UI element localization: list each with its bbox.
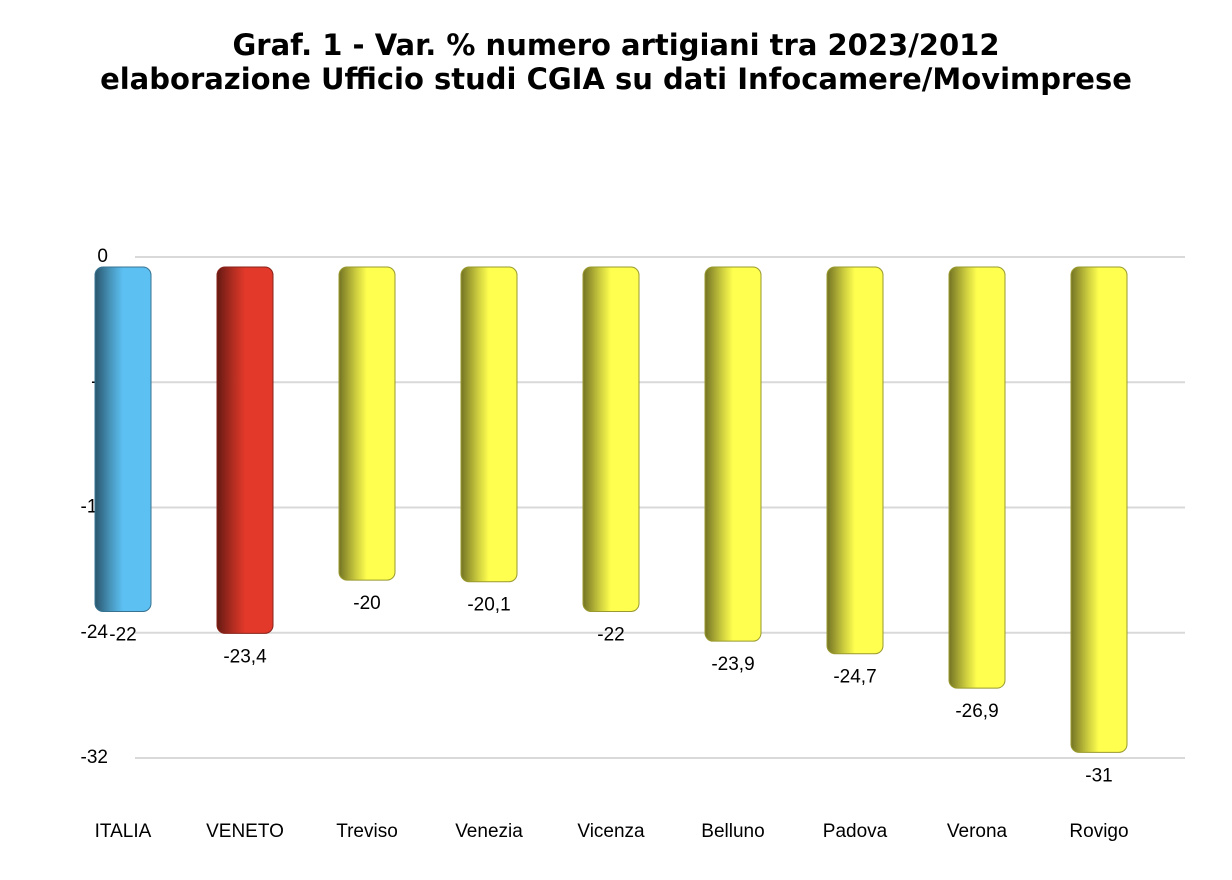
x-tick-label: Rovigo [1069,821,1128,842]
x-tick-label: Belluno [701,821,764,842]
value-label: -31 [1085,765,1112,786]
value-label: -20 [353,593,380,614]
value-label: -23,9 [711,654,754,675]
value-label: -22 [597,624,624,645]
x-tick-label: VENETO [206,821,284,842]
y-tick-label: 0 [97,246,108,267]
bar [704,266,762,642]
x-tick-label: Padova [823,821,888,842]
bar [826,266,884,655]
value-label: -24,7 [833,667,876,688]
bar [338,266,396,581]
value-label: -20,1 [467,595,510,616]
y-tick-label: -32 [81,747,108,768]
value-label: -23,4 [223,646,267,667]
bar [216,266,274,634]
bar [1070,266,1128,753]
value-label: -26,9 [955,701,998,722]
bar [582,266,640,612]
bar [460,266,518,583]
x-tick-label: Vicenza [577,821,645,842]
x-tick-label: Verona [947,821,1008,842]
x-tick-label: Treviso [336,821,398,842]
bar [94,266,152,612]
chart-title: Graf. 1 - Var. % numero artigiani tra 20… [232,28,999,62]
x-tick-label: Venezia [455,821,523,842]
value-label: -22 [109,624,136,645]
bar [948,266,1006,689]
y-tick-label: -24 [81,622,109,643]
x-tick-label: ITALIA [95,821,152,842]
chart-subtitle: elaborazione Ufficio studi CGIA su dati … [100,62,1132,96]
